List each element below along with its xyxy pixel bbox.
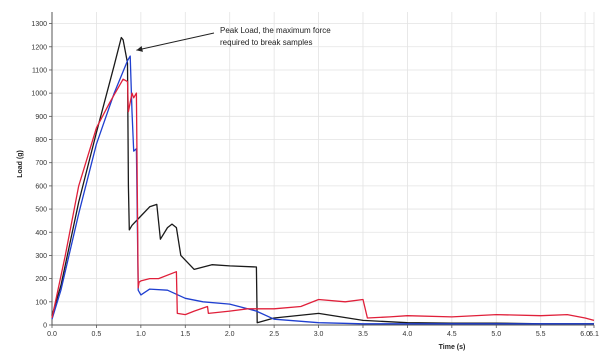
series-line-2 (51, 78, 595, 322)
x-tick-labels: 0.0 0.5 1.0 1.5 2.0 2.5 3.0 3.5 4.0 4.5 5.0 5.5 6.0 6… (47, 325, 599, 338)
x-tick-label-11: 5.5 (536, 331, 546, 338)
annotation-arrowhead (136, 46, 143, 52)
y-tick-label-6: 600 (35, 183, 47, 190)
x-tick-label-0: 0.0 (47, 331, 57, 338)
y-tick-label-5: 500 (35, 207, 47, 214)
x-tick-label-9: 4.5 (447, 331, 457, 338)
y-tick-labels: 0 100 200 300 400 500 600 700 800 900 1000 1100 1200… (31, 21, 52, 330)
axes (51, 12, 594, 326)
peak-load-annotation: Peak Load, the maximum force required to… (136, 26, 331, 52)
y-axis-title: Load (g) (17, 150, 24, 178)
x-tick-label-7: 3.5 (358, 331, 368, 338)
x-tick-label-12: 6.0 (580, 331, 590, 338)
y-tick-label-1: 100 (35, 299, 47, 306)
y-tick-label-11: 1100 (32, 67, 47, 74)
y-tick-label-12: 1200 (31, 44, 47, 51)
gridlines (51, 12, 595, 326)
y-tick-label-4: 400 (35, 230, 47, 237)
annotation-text-line-2: required to break samples (220, 38, 313, 47)
data-series (51, 36, 595, 325)
y-tick-label-9: 900 (35, 114, 47, 121)
y-tick-label-13: 1300 (31, 21, 47, 28)
y-tick-label-3: 300 (35, 253, 47, 260)
series-line-1 (51, 55, 594, 325)
annotation-arrow (136, 32, 215, 51)
x-tick-label-5: 2.5 (269, 331, 279, 338)
x-tick-label-8: 4.0 (403, 331, 413, 338)
x-tick-label-6: 3.0 (314, 331, 324, 338)
x-tick-label-13: 6.1 (589, 331, 599, 338)
y-tick-label-0: 0 (43, 323, 47, 330)
series-line-0 (51, 36, 594, 325)
y-tick-label-8: 800 (35, 137, 47, 144)
x-tick-label-3: 1.5 (180, 331, 190, 338)
annotation-text-line-1: Peak Load, the maximum force (220, 26, 331, 35)
x-axis-title: Time (s) (439, 344, 466, 351)
x-tick-label-2: 1.0 (136, 331, 146, 338)
y-tick-label-7: 700 (35, 160, 47, 167)
x-tick-label-4: 2.0 (225, 331, 235, 338)
x-tick-label-1: 0.5 (92, 331, 102, 338)
x-tick-label-10: 5.0 (491, 331, 501, 338)
y-tick-label-10: 1000 (31, 91, 47, 98)
y-tick-label-2: 200 (35, 276, 47, 283)
